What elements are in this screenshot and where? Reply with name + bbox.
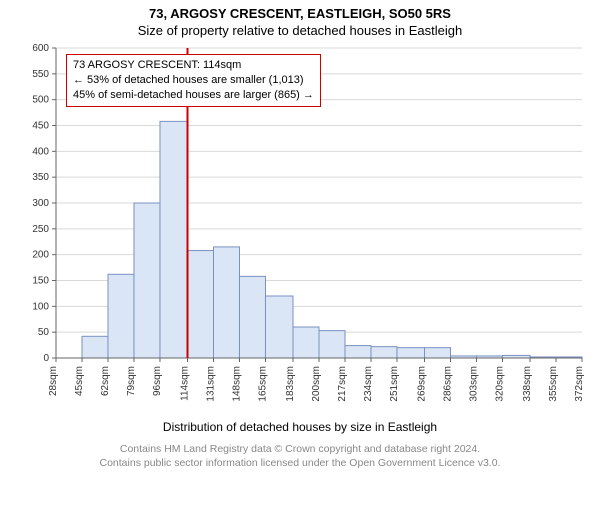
info-line-1: 73 ARGOSY CRESCENT: 114sqm <box>73 58 314 73</box>
svg-text:250: 250 <box>32 224 49 235</box>
svg-text:355sqm: 355sqm <box>548 366 559 402</box>
chart-container: Number of detached properties 0501001502… <box>0 38 600 418</box>
page-title-2: Size of property relative to detached ho… <box>0 23 600 38</box>
svg-text:96sqm: 96sqm <box>152 366 163 396</box>
svg-text:217sqm: 217sqm <box>337 366 348 402</box>
info-line-3: 45% of semi-detached houses are larger (… <box>73 88 314 103</box>
footer-line-2: Contains public sector information licen… <box>0 456 600 470</box>
svg-text:0: 0 <box>43 353 49 364</box>
svg-text:300: 300 <box>32 198 49 209</box>
svg-text:303sqm: 303sqm <box>468 366 479 402</box>
x-axis-label: Distribution of detached houses by size … <box>0 420 600 434</box>
svg-text:200sqm: 200sqm <box>311 366 322 402</box>
svg-text:45sqm: 45sqm <box>74 366 85 396</box>
svg-text:200: 200 <box>32 250 49 261</box>
svg-text:131sqm: 131sqm <box>205 366 216 402</box>
footer: Contains HM Land Registry data © Crown c… <box>0 442 600 470</box>
svg-text:400: 400 <box>32 146 49 157</box>
info-line-2: ← 53% of detached houses are smaller (1,… <box>73 73 314 88</box>
page-title-1: 73, ARGOSY CRESCENT, EASTLEIGH, SO50 5RS <box>0 6 600 21</box>
svg-text:79sqm: 79sqm <box>126 366 137 396</box>
svg-text:320sqm: 320sqm <box>494 366 505 402</box>
svg-text:500: 500 <box>32 95 49 106</box>
svg-text:450: 450 <box>32 121 49 132</box>
footer-line-1: Contains HM Land Registry data © Crown c… <box>0 442 600 456</box>
svg-text:600: 600 <box>32 43 49 54</box>
svg-text:100: 100 <box>32 301 49 312</box>
svg-text:350: 350 <box>32 172 49 183</box>
svg-text:62sqm: 62sqm <box>100 366 111 396</box>
svg-text:50: 50 <box>38 327 50 338</box>
svg-text:28sqm: 28sqm <box>48 366 59 396</box>
svg-text:114sqm: 114sqm <box>180 366 191 401</box>
svg-text:550: 550 <box>32 69 49 80</box>
svg-text:165sqm: 165sqm <box>257 366 268 402</box>
svg-text:234sqm: 234sqm <box>363 366 374 402</box>
svg-text:372sqm: 372sqm <box>574 366 585 402</box>
svg-text:183sqm: 183sqm <box>285 366 296 402</box>
svg-text:150: 150 <box>32 276 49 287</box>
info-box: 73 ARGOSY CRESCENT: 114sqm ← 53% of deta… <box>66 54 321 107</box>
svg-text:286sqm: 286sqm <box>443 366 454 402</box>
svg-text:338sqm: 338sqm <box>522 366 533 402</box>
svg-text:148sqm: 148sqm <box>231 366 242 402</box>
svg-text:251sqm: 251sqm <box>389 366 400 402</box>
svg-text:269sqm: 269sqm <box>417 366 428 402</box>
